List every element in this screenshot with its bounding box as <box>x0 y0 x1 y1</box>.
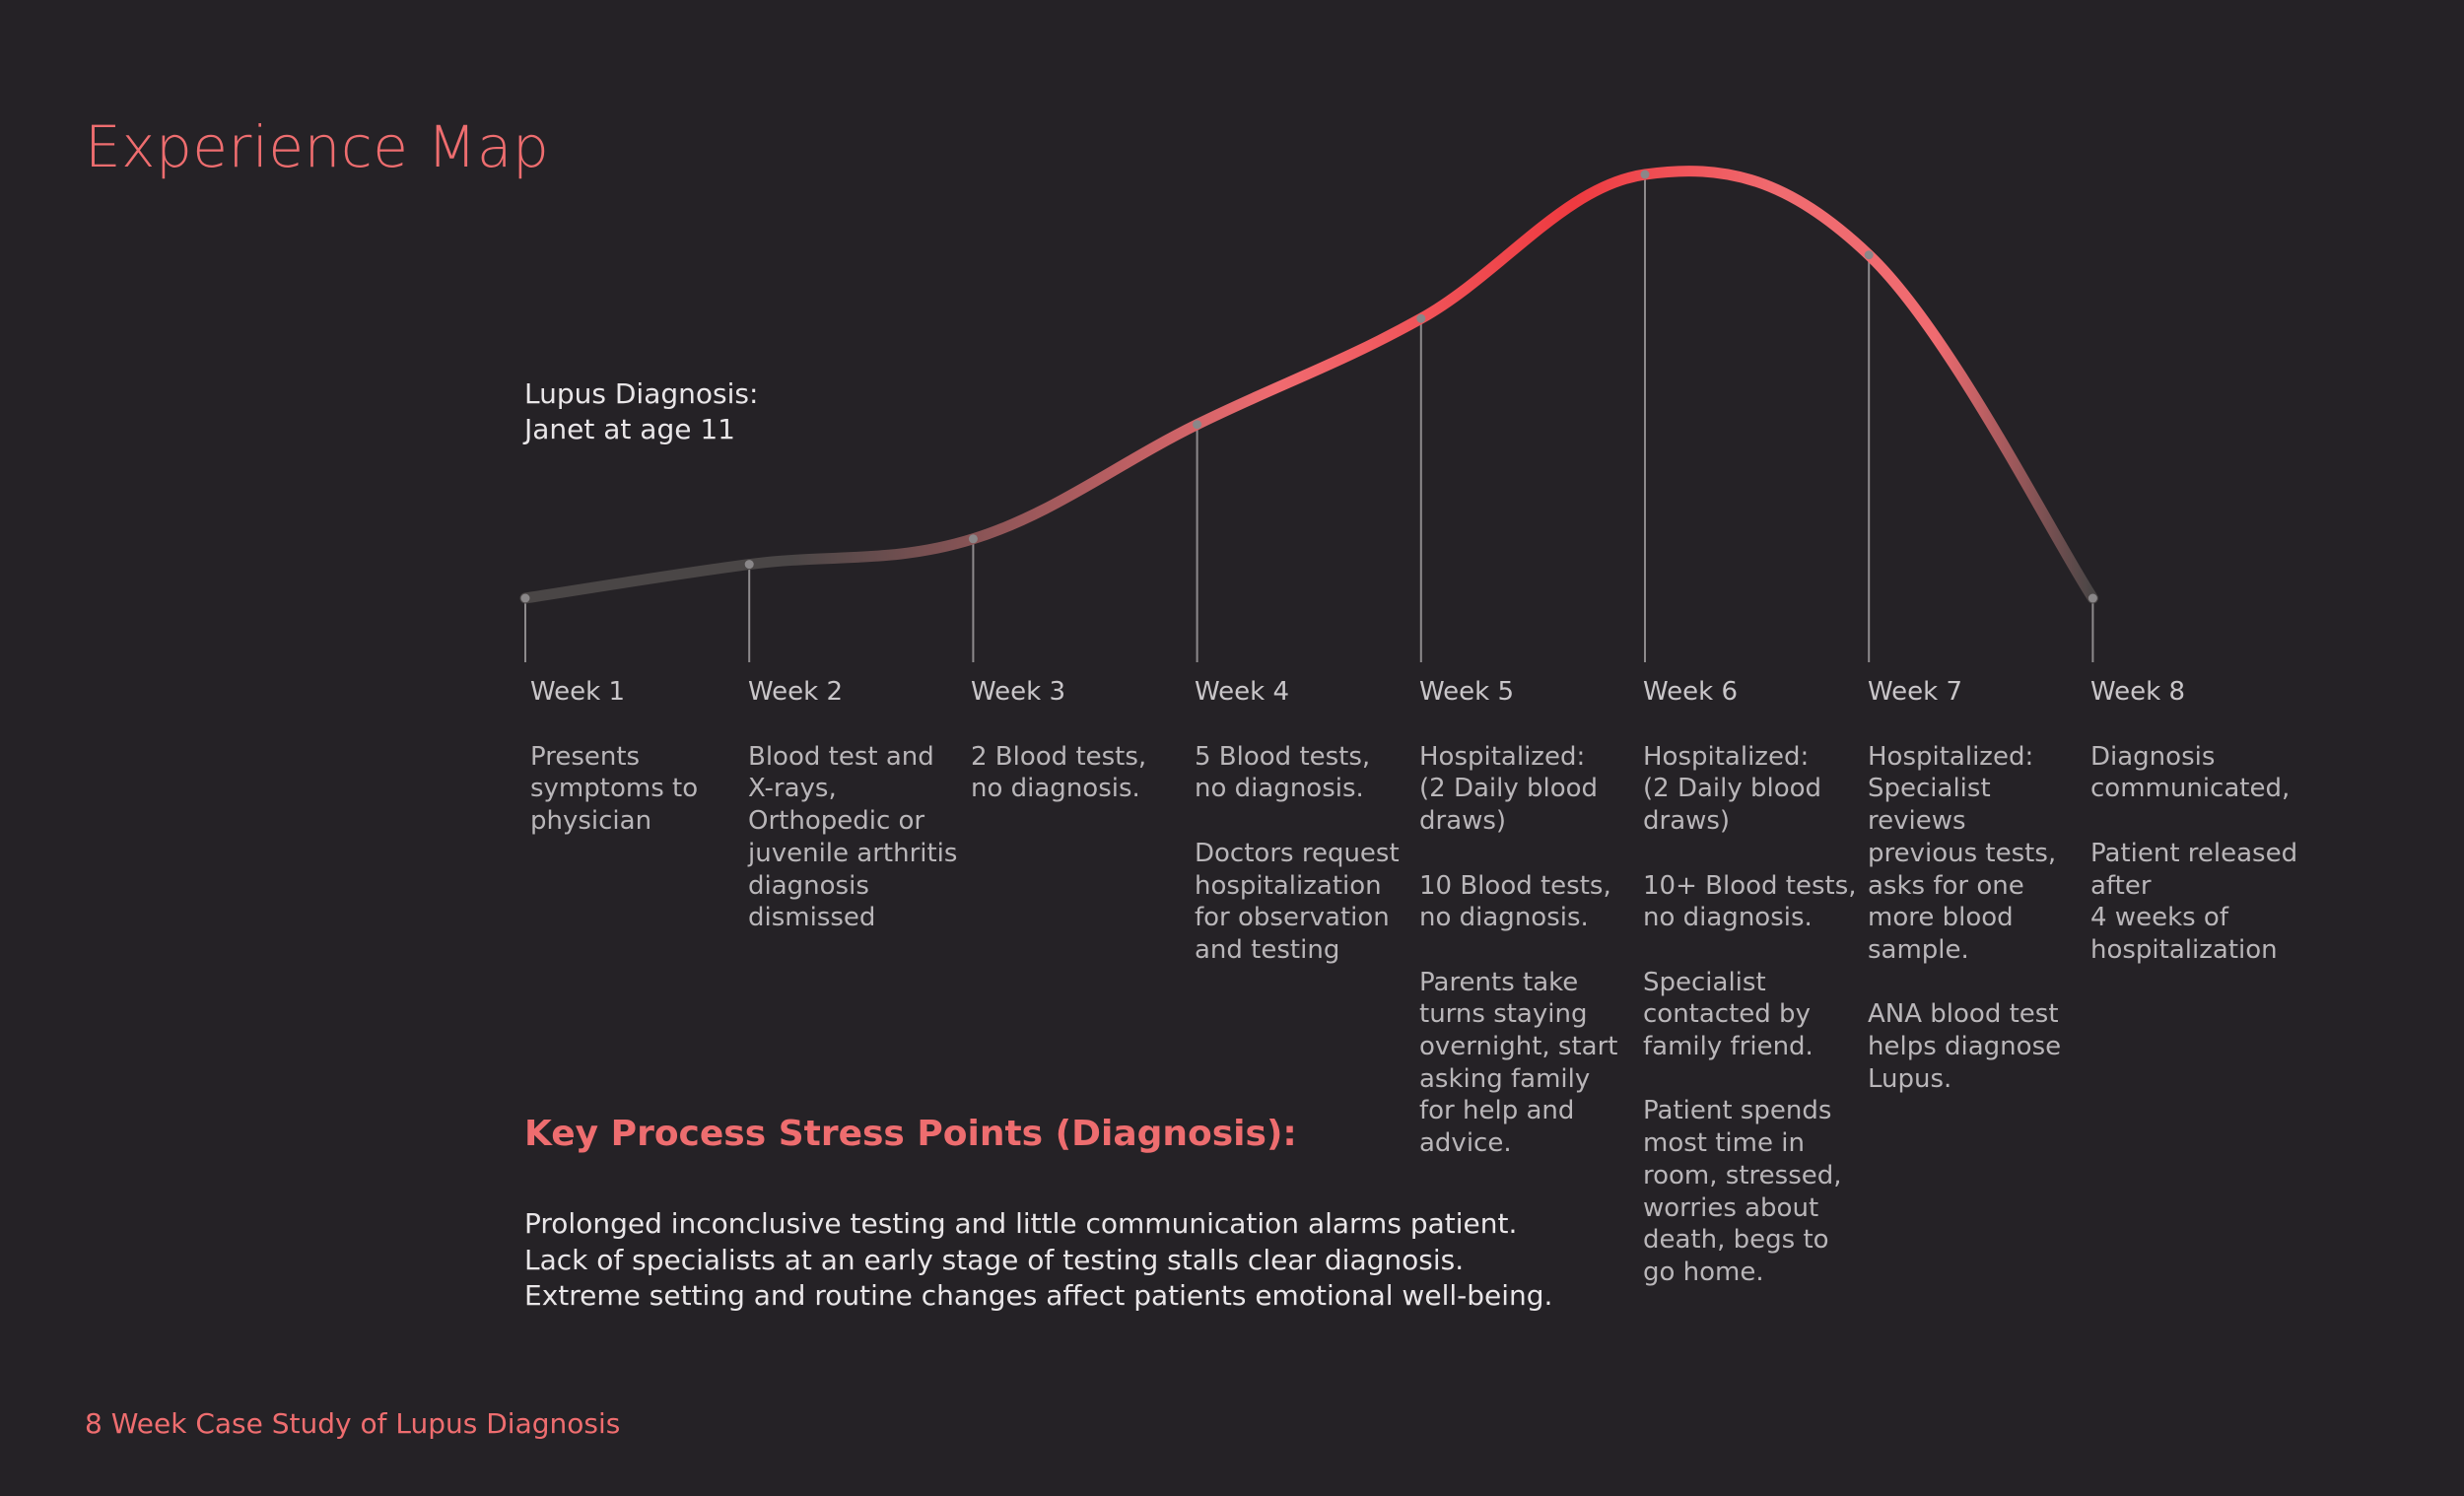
stage-note: Hospitalized: (2 Daily blood draws) <box>1419 741 1599 837</box>
stress-point: Extreme setting and routine changes affe… <box>524 1279 1553 1312</box>
stage-column: Week 7 Hospitalized: Specialist reviews … <box>1868 676 2089 1127</box>
week-data-point <box>520 593 530 603</box>
stage-column: Week 2 Blood test and X-rays, Orthopedic… <box>748 676 970 967</box>
week-data-point <box>1193 420 1202 430</box>
stage-column: Week 1 Presents symptoms to physician <box>530 676 752 870</box>
case-subject: Lupus Diagnosis: Janet at age 11 <box>524 376 758 447</box>
week-label: Week 6 <box>1643 677 1739 707</box>
stage-column: Week 5 Hospitalized: (2 Daily blood draw… <box>1419 676 1641 1192</box>
footer-caption: 8 Week Case Study of Lupus Diagnosis <box>85 1407 621 1440</box>
week-label: Week 7 <box>1868 677 1963 707</box>
stress-point: Prolonged inconclusive testing and littl… <box>524 1207 1518 1240</box>
stage-note: Presents symptoms to physician <box>530 741 699 837</box>
week-label: Week 5 <box>1419 677 1515 707</box>
week-label: Week 8 <box>2090 677 2186 707</box>
stage-note: Hospitalized: (2 Daily blood draws) <box>1643 741 1822 837</box>
stage-note: 5 Blood tests, no diagnosis. <box>1195 741 1371 804</box>
week-data-point <box>968 534 978 544</box>
stress-curve-line <box>519 166 2098 604</box>
stress-points-heading: Key Process Stress Points (Diagnosis): <box>524 1114 1297 1154</box>
stage-note: Specialist contacted by family friend. <box>1643 967 1814 1061</box>
stage-note: Parents take turns staying overnight, st… <box>1419 967 1618 1159</box>
stress-points-list: Prolonged inconclusive testing and littl… <box>524 1206 1552 1315</box>
week-label: Week 1 <box>530 677 626 707</box>
stage-note: Patient spends most time in room, stress… <box>1643 1096 1842 1287</box>
stage-note: 2 Blood tests, no diagnosis. <box>971 741 1147 804</box>
stage-note: Hospitalized: Specialist reviews previou… <box>1868 741 2057 965</box>
stage-note: Blood test and X-rays, Orthopedic or juv… <box>748 741 958 933</box>
week-label: Week 2 <box>748 677 844 707</box>
week-label: Week 3 <box>971 677 1066 707</box>
stage-column: Week 4 5 Blood tests, no diagnosis. Doct… <box>1195 676 1416 998</box>
stage-note: 10+ Blood tests, no diagnosis. <box>1643 870 1857 933</box>
week-data-point <box>1864 250 1874 260</box>
subject-line: Lupus Diagnosis: <box>524 377 759 410</box>
week-data-point <box>1416 313 1426 323</box>
week-data-point <box>2088 593 2097 603</box>
stress-point: Lack of specialists at an early stage of… <box>524 1243 1465 1276</box>
subject-line: Janet at age 11 <box>524 413 735 445</box>
week-data-point <box>744 560 754 570</box>
week-label: Week 4 <box>1195 677 1290 707</box>
stage-column: Week 3 2 Blood tests, no diagnosis. <box>971 676 1193 838</box>
stage-note: ANA blood test helps diagnose Lupus. <box>1868 999 2062 1094</box>
stage-column: Week 6 Hospitalized: (2 Daily blood draw… <box>1643 676 1865 1321</box>
stage-column: Week 8 Diagnosis communicated, Patient r… <box>2090 676 2312 998</box>
stage-note: 10 Blood tests, no diagnosis. <box>1419 870 1611 933</box>
stage-note: Doctors request hospitalization for obse… <box>1195 838 1400 965</box>
stage-note: Diagnosis communicated, <box>2090 741 2291 804</box>
week-data-point <box>1640 170 1650 179</box>
page-title: Experience Map <box>85 113 550 180</box>
stage-note: Patient released after 4 weeks of hospit… <box>2090 838 2298 965</box>
